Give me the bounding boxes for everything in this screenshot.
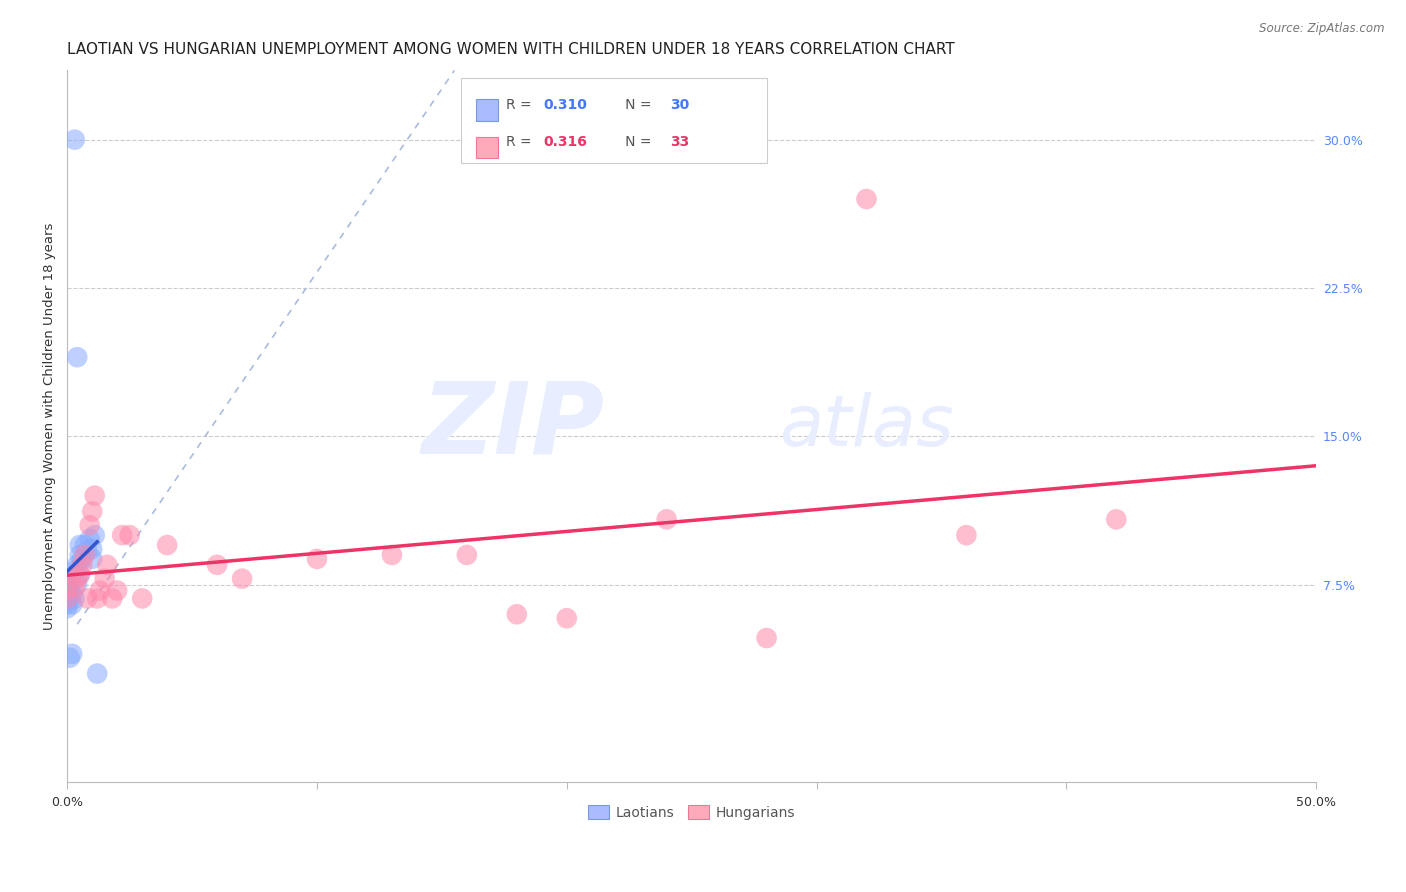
Point (69, 567, 91, 582)
Point (79, 532, 101, 546)
Point (96, 558, 118, 572)
Text: LAOTIAN VS HUNGARIAN UNEMPLOYMENT AMONG WOMEN WITH CHILDREN UNDER 18 YEARS CORRE: LAOTIAN VS HUNGARIAN UNEMPLOYMENT AMONG … (67, 42, 955, 57)
Point (56, 575, 79, 590)
Point (83, 489, 105, 503)
Point (231, 572, 253, 586)
Point (66, 350, 89, 364)
Point (60, 587, 83, 601)
Point (101, 591, 124, 606)
Point (63, 591, 86, 606)
Text: R =: R = (506, 98, 536, 112)
Point (60, 598, 83, 612)
Text: Source: ZipAtlas.com: Source: ZipAtlas.com (1260, 22, 1385, 36)
Point (506, 607, 529, 622)
Point (73, 548, 96, 562)
Point (56, 580, 79, 594)
Text: R =: R = (506, 135, 536, 149)
Point (56, 598, 79, 612)
Point (56, 591, 79, 606)
FancyBboxPatch shape (475, 136, 498, 158)
Point (73, 538, 96, 552)
Point (156, 538, 179, 552)
Point (82, 552, 104, 566)
Point (456, 548, 478, 562)
Point (60, 647, 83, 661)
Point (56, 582, 79, 596)
Text: atlas: atlas (779, 392, 953, 461)
Point (105, 583, 128, 598)
Point (70, 552, 93, 566)
Point (1105, 512, 1128, 526)
Point (93, 572, 115, 586)
Point (205, 558, 228, 572)
Point (76, 591, 98, 606)
Text: ZIP: ZIP (422, 378, 605, 475)
Point (56, 593, 79, 607)
Point (76, 544, 98, 558)
Point (555, 611, 578, 625)
FancyBboxPatch shape (475, 99, 498, 120)
Point (82, 541, 104, 556)
Point (83, 528, 105, 542)
Point (381, 548, 404, 562)
Point (63, 133, 86, 147)
Point (655, 512, 678, 526)
Point (69, 538, 91, 552)
Point (955, 528, 977, 542)
Text: N =: N = (612, 135, 655, 149)
Point (59, 650, 82, 665)
Point (79, 518, 101, 533)
Point (70, 558, 93, 572)
Text: 0.316: 0.316 (543, 135, 586, 149)
Y-axis label: Unemployment Among Women with Children Under 18 years: Unemployment Among Women with Children U… (44, 223, 56, 630)
Point (86, 666, 108, 681)
Point (56, 585, 79, 599)
Point (63, 564, 86, 578)
Text: N =: N = (612, 98, 655, 112)
Point (56, 601, 79, 615)
Point (855, 192, 877, 206)
Point (63, 580, 86, 594)
FancyBboxPatch shape (461, 78, 766, 163)
Point (56, 577, 79, 591)
Point (66, 577, 89, 591)
Point (69, 567, 91, 582)
Point (66, 572, 89, 586)
Point (755, 631, 778, 645)
Point (118, 528, 141, 542)
Legend: Laotians, Hungarians: Laotians, Hungarians (582, 799, 801, 825)
Point (111, 528, 134, 542)
Point (69, 548, 91, 562)
Point (66, 558, 89, 572)
Point (131, 591, 153, 606)
Text: 30: 30 (671, 98, 690, 112)
Point (56, 590, 79, 604)
Point (305, 552, 328, 566)
Point (89, 583, 111, 598)
Point (56, 583, 79, 598)
Text: 0.310: 0.310 (543, 98, 586, 112)
Point (86, 591, 108, 606)
Point (82, 504, 104, 518)
Text: 33: 33 (671, 135, 690, 149)
